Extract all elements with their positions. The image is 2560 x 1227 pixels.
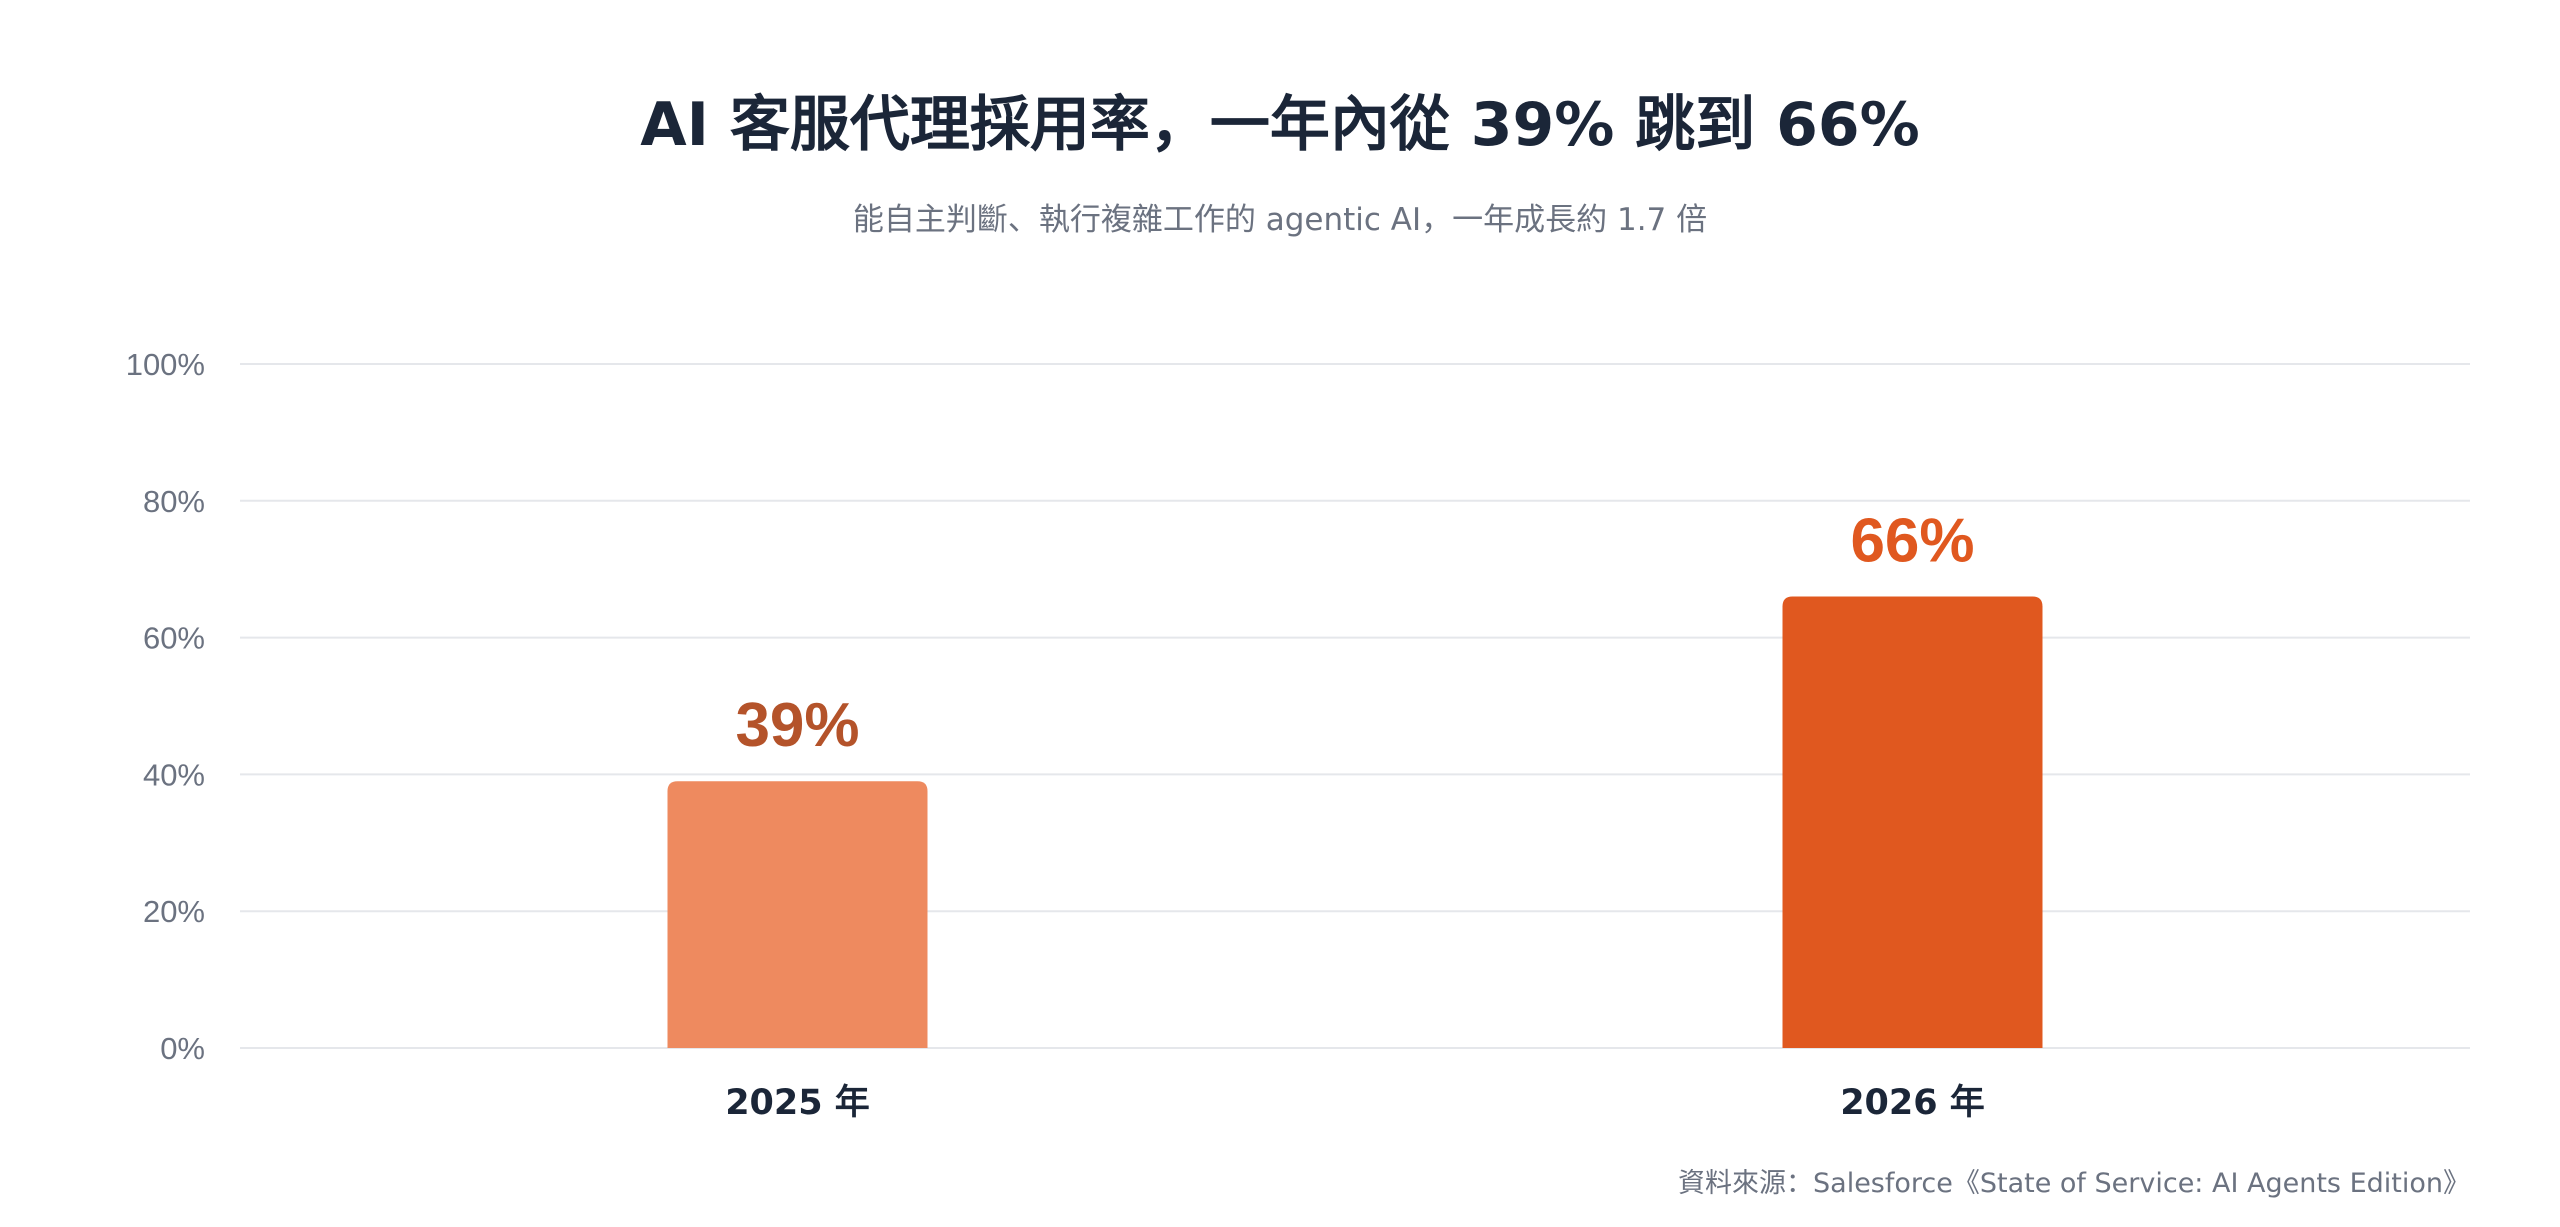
value-label: 39%: [735, 691, 859, 760]
x-tick-label: 2026 年: [1840, 1083, 1985, 1123]
y-tick-label: 60%: [143, 621, 205, 656]
x-tick-label: 2025 年: [725, 1083, 870, 1123]
y-tick-label: 100%: [126, 347, 205, 382]
chart-title: AI 客服代理採用率，一年內從 39% 跳到 66%: [640, 90, 1920, 160]
x-axis-ticks: 2025 年 2026 年: [725, 1083, 1985, 1123]
y-tick-label: 40%: [143, 757, 205, 792]
bar-1: [667, 781, 928, 1048]
value-labels: 39% 66%: [735, 507, 1974, 761]
y-axis-ticks: 0% 20% 40% 60% 80% 100%: [126, 347, 205, 1066]
bars: [667, 596, 2043, 1048]
y-tick-label: 0%: [160, 1031, 205, 1066]
gridlines: [240, 363, 2470, 1049]
value-label: 66%: [1850, 507, 1974, 576]
chart-subtitle: 能自主判斷、執行複雜工作的 agentic AI，一年成長約 1.7 倍: [853, 202, 1707, 238]
bar-2: [1782, 596, 2043, 1048]
y-tick-label: 80%: [143, 484, 205, 519]
source-note: 資料來源：Salesforce《State of Service: AI Age…: [1678, 1168, 2470, 1199]
y-tick-label: 20%: [143, 894, 205, 929]
